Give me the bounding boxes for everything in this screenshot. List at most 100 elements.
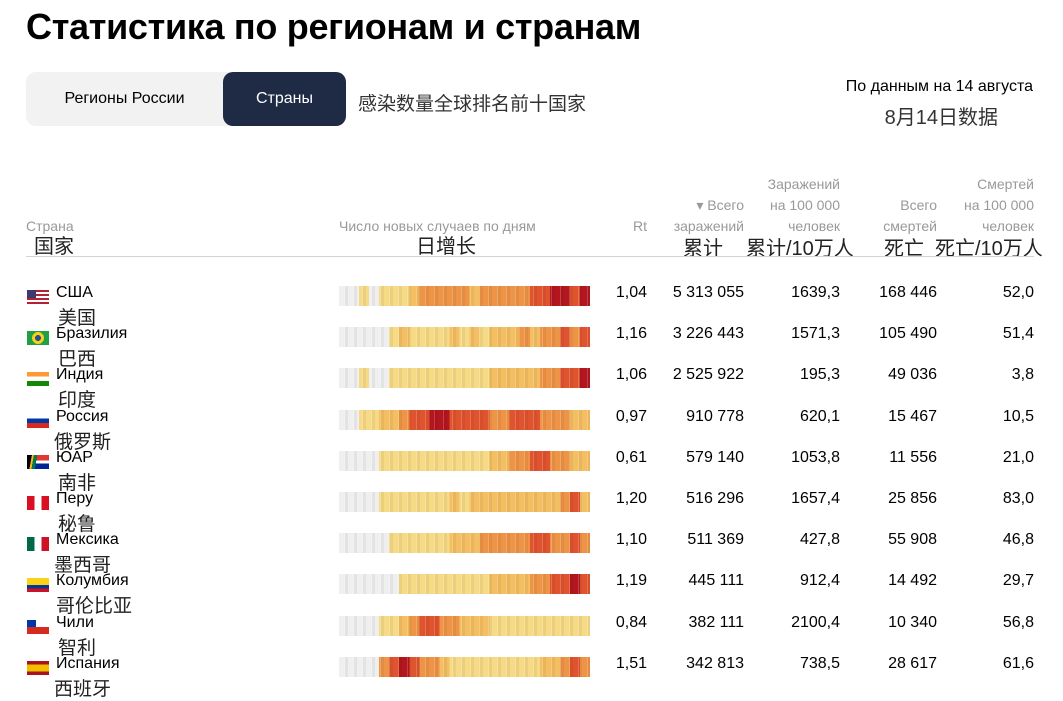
- daily-cases-strip: [339, 574, 590, 595]
- daily-cases-strip: [339, 327, 590, 348]
- table-row[interactable]: Испания 西班牙 1,51 342 813 738,5 28 617 61…: [0, 653, 1063, 700]
- total-deaths: 55 908: [888, 531, 937, 549]
- cases-per-100k: 195,3: [799, 366, 840, 384]
- header-deaths-zh: 死亡: [884, 238, 924, 260]
- rt-value: 1,04: [615, 284, 647, 301]
- flag-icon: [27, 619, 49, 634]
- total-deaths: 28 617: [888, 654, 937, 672]
- table-row[interactable]: Бразилия 巴西 1,16 3 226 443 1571,3 105 49…: [0, 323, 1063, 370]
- header-total-zh: 累计: [683, 238, 723, 260]
- rt-value: 0,61: [615, 448, 647, 466]
- rt-value: 0,97: [615, 407, 647, 425]
- country-name-zh: 秘鲁: [58, 514, 97, 535]
- tab-switcher: Регионы России Страны: [26, 72, 346, 126]
- header-line: Всего: [900, 197, 937, 213]
- header-country-zh: 国家: [34, 236, 74, 258]
- tab-russia-regions[interactable]: Регионы России: [64, 90, 185, 107]
- header-line: Заражений: [767, 176, 840, 192]
- country-name: Россия: [56, 407, 109, 425]
- header-line: заражений: [673, 218, 744, 234]
- header-line: человек: [788, 218, 840, 234]
- deaths-per-100k: 21,0: [1002, 448, 1034, 466]
- header-deaths[interactable]: Всего смертей: [883, 195, 937, 237]
- table-row[interactable]: Индия 印度 1,06 2 525 922 195,3 49 036 3,8: [0, 364, 1063, 411]
- country-name: Колумбия: [56, 572, 129, 590]
- table-row[interactable]: Чили 智利 0,84 382 111 2100,4 10 340 56,8: [0, 612, 1063, 659]
- rt-value: 1,51: [615, 654, 647, 672]
- header-line: на 100 000: [963, 197, 1034, 213]
- cases-per-100k: 2100,4: [791, 613, 840, 631]
- rt-value: 1,20: [615, 490, 647, 507]
- daily-cases-strip: [339, 450, 590, 471]
- country-name-zh: 哥伦比亚: [56, 596, 133, 618]
- table-row[interactable]: ЮАР 南非 0,61 579 140 1053,8 11 556 21,0: [0, 447, 1063, 494]
- cases-per-100k: 620,1: [799, 407, 840, 425]
- cases-per-100k: 427,8: [799, 531, 840, 549]
- header-line: смертей: [883, 218, 937, 234]
- country-name-zh: 俄罗斯: [54, 431, 112, 453]
- header-country[interactable]: Страна: [26, 218, 74, 234]
- deaths-per-100k: 52,0: [1002, 284, 1034, 301]
- table-row[interactable]: США 美国 1,04 5 313 055 1639,3 168 446 52,…: [0, 282, 1063, 329]
- cases-per-100k: 912,4: [799, 572, 840, 590]
- header-line: человек: [982, 218, 1034, 234]
- daily-cases-strip: [339, 286, 590, 306]
- total-cases: 2 525 922: [672, 366, 744, 384]
- country-name: Индия: [56, 366, 104, 384]
- data-date-zh: 8月14日数据: [884, 107, 998, 129]
- flag-icon: [27, 413, 49, 428]
- country-name-zh: 巴西: [58, 349, 97, 371]
- header-rt[interactable]: Rt: [633, 218, 647, 234]
- header-per100k[interactable]: Заражений на 100 000 человек: [768, 174, 840, 237]
- total-deaths: 10 340: [888, 613, 937, 631]
- header-per100k-zh: 累计/10万人: [746, 238, 854, 260]
- country-name: Чили: [56, 613, 94, 631]
- header-total[interactable]: ▾ Всего заражений: [674, 195, 744, 237]
- rt-value: 1,19: [615, 572, 647, 590]
- total-deaths: 49 036: [888, 366, 937, 384]
- table-row[interactable]: Перу 秘鲁 1,20 516 296 1657,4 25 856 83,0: [0, 488, 1063, 535]
- table-row[interactable]: Колумбия 哥伦比亚 1,19 445 111 912,4 14 492 …: [0, 570, 1063, 617]
- cases-per-100k: 738,5: [799, 654, 840, 672]
- header-deaths100k[interactable]: Смертей на 100 000 человек: [964, 174, 1034, 237]
- page-title: Статистика по регионам и странам: [26, 6, 642, 47]
- total-deaths: 105 490: [879, 325, 937, 343]
- total-cases: 342 813: [686, 654, 744, 672]
- country-name: Испания: [56, 654, 120, 672]
- flag-icon: [27, 331, 49, 346]
- total-deaths: 168 446: [879, 284, 937, 301]
- country-name-zh: 美国: [58, 308, 97, 329]
- header-daily: Число новых случаев по дням: [339, 218, 536, 234]
- country-name: ЮАР: [56, 448, 93, 466]
- rt-value: 1,10: [615, 531, 647, 549]
- country-name-zh: 南非: [58, 472, 97, 494]
- total-cases: 579 140: [686, 448, 744, 466]
- cases-per-100k: 1053,8: [791, 448, 840, 466]
- table-row[interactable]: Мексика 墨西哥 1,10 511 369 427,8 55 908 46…: [0, 529, 1063, 576]
- total-deaths: 14 492: [888, 572, 937, 590]
- country-name: Мексика: [56, 531, 119, 549]
- flag-icon: [27, 290, 49, 304]
- country-name: Бразилия: [56, 325, 128, 343]
- deaths-per-100k: 29,7: [1002, 572, 1034, 590]
- cases-per-100k: 1657,4: [791, 490, 840, 507]
- total-cases: 516 296: [686, 490, 744, 507]
- daily-cases-strip: [339, 656, 590, 677]
- country-name: Перу: [56, 490, 94, 507]
- total-cases: 511 369: [687, 531, 744, 549]
- flag-icon: [27, 454, 49, 469]
- deaths-per-100k: 46,8: [1002, 531, 1034, 549]
- table-row[interactable]: Россия 俄罗斯 0,97 910 778 620,1 15 467 10,…: [0, 406, 1063, 453]
- total-cases: 910 778: [686, 407, 744, 425]
- daily-cases-strip: [339, 409, 590, 430]
- header-line: на 100 000: [769, 197, 840, 213]
- daily-cases-strip: [339, 533, 590, 554]
- tab-countries[interactable]: Страны: [223, 72, 346, 126]
- deaths-per-100k: 3,8: [1011, 366, 1034, 384]
- total-cases: 445 111: [688, 572, 744, 590]
- header-daily-zh: 日增长: [416, 236, 476, 258]
- daily-cases-strip: [339, 615, 590, 636]
- deaths-per-100k: 61,6: [1002, 654, 1034, 672]
- annotation: 感染数量全球排名前十国家: [358, 94, 587, 115]
- rt-value: 0,84: [615, 613, 647, 631]
